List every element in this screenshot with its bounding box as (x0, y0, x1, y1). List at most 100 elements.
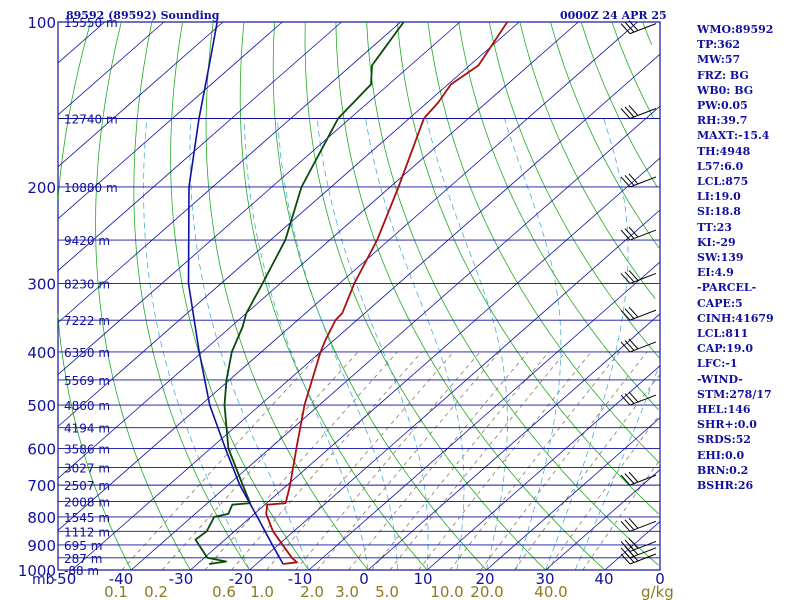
wind-barb-flag (624, 175, 635, 186)
wind-barb-staff (629, 341, 657, 353)
index-item: EHI:0.0 (697, 448, 745, 462)
wind-barb-flag (624, 552, 635, 563)
index-item: SRDS:52 (697, 433, 751, 447)
isotherm-line (57, 21, 342, 272)
index-item: WMO:89592 (697, 23, 774, 36)
index-item: TT:23 (697, 220, 732, 234)
height-label: 287 m (64, 552, 102, 566)
isotherm-line (57, 21, 105, 64)
index-item: CAP:19.0 (697, 342, 754, 356)
temperature-tick-label: -50 (52, 570, 77, 588)
mixing-ratio-tick-label: 1.0 (250, 583, 274, 600)
pressure-tick-label: 400 (27, 344, 56, 362)
mixing-ratio-tick-label: 3.0 (335, 583, 359, 600)
index-item: L57:6.0 (697, 159, 744, 173)
wind-barb-flag (628, 471, 639, 483)
wind-barb-flag (624, 228, 635, 239)
isotherm-line (57, 21, 579, 479)
index-item: MAXT:-15.4 (697, 129, 770, 143)
temperature-axis-unit: mb (32, 572, 55, 588)
wind-barb-flag (628, 105, 639, 116)
wind-barb-flag (624, 21, 635, 33)
temperature-tick-label: -40 (109, 570, 134, 588)
wind-barb-flag (620, 273, 631, 284)
index-item: SI:18.8 (697, 205, 741, 219)
index-item: WB0: BG (697, 83, 754, 97)
sounding-traces (187, 21, 509, 565)
index-item: FRZ: BG (697, 68, 749, 82)
wind-barb-staff (629, 272, 657, 284)
index-item: LFC:-1 (697, 357, 738, 371)
isotherm-line (130, 105, 661, 571)
height-label: 1112 m (64, 525, 110, 539)
height-label: 12740 m (64, 112, 118, 126)
height-label: 15550 m (64, 16, 118, 30)
wind-barbs (620, 20, 657, 565)
index-item: KI:-29 (697, 235, 736, 249)
isotherm-line (545, 469, 661, 571)
wind-barb-flag (620, 520, 631, 532)
index-item: HEL:146 (697, 403, 751, 417)
height-label: 5569 m (64, 374, 110, 388)
dry-adiabat (550, 21, 661, 250)
index-item: PW:0.05 (697, 99, 748, 113)
moist-adiabat (316, 118, 429, 571)
wind-barb-flag (620, 474, 631, 486)
isotherm-line (57, 21, 461, 375)
wind-barb-flag (628, 544, 639, 556)
index-item: MW:57 (697, 53, 741, 67)
wind-barb-flag (628, 338, 639, 350)
mixing-ratio-tick-label: 0.6 (212, 583, 236, 600)
mixing-ratio-tick-label: 20.0 (470, 583, 503, 600)
plot-border (57, 21, 661, 571)
isotherm-line (57, 21, 283, 220)
index-item: SW:139 (697, 251, 744, 265)
dry-adiabat (519, 21, 656, 300)
index-item: RH:39.7 (697, 114, 748, 128)
wind-barb-flag (620, 108, 631, 119)
isotherm-line (57, 21, 165, 116)
wind-barb-staff (629, 520, 657, 532)
wind-barb-flag (624, 271, 635, 283)
moist-adiabat (545, 118, 629, 571)
wind-barb-flag (628, 550, 639, 562)
index-item: LCL:811 (697, 327, 749, 341)
height-label: 695 m (64, 539, 102, 553)
temperature-line (265, 21, 509, 565)
wind-barb-staff (629, 176, 657, 188)
mixing-ratio-tick-label: 40.0 (534, 583, 567, 600)
mixing-ratio-tick-label: 2.0 (300, 583, 324, 600)
indices-panel: WMO:89592 TP:362 MW:57 FRZ: BG WB0: BG PW:0.0… (697, 22, 797, 493)
wind-barb-flag (620, 229, 631, 241)
temperature-tick-label: -20 (229, 570, 254, 588)
index-item: EI:4.9 (697, 266, 734, 280)
wind-barb-flag (628, 391, 639, 403)
wind-barb-staff (629, 553, 657, 565)
mixing-ratio-axis-unit: g/kg (641, 583, 674, 600)
moist-adiabat (277, 118, 398, 570)
mixing-ratio-tick-label: 0.2 (144, 583, 168, 600)
isotherm-line (249, 209, 661, 571)
temperature-tick-label: -30 (169, 570, 194, 588)
dry-adiabat (458, 21, 659, 410)
wind-barb-staff (629, 229, 657, 241)
isotherm-line (57, 21, 520, 427)
moist-adiabat (426, 118, 508, 571)
moist-adiabat (574, 363, 661, 571)
index-item: LI:19.0 (697, 190, 741, 204)
chart-title: 89592 (89592) Sounding (66, 9, 220, 22)
dry-adiabat (642, 21, 652, 45)
index-item: SHR+:0.0 (697, 418, 757, 432)
wind-barb-staff (629, 474, 657, 486)
isotherm-line (57, 21, 224, 168)
pressure-tick-label: 600 (27, 440, 56, 458)
index-item: CAPE:5 (697, 296, 743, 310)
mixing-ratio-tick-label: 10.0 (430, 583, 463, 600)
wind-barb-staff (629, 309, 657, 321)
height-label: 4860 m (64, 399, 110, 413)
pressure-tick-label: 100 (27, 14, 56, 32)
isotherm-line (367, 313, 661, 571)
wind-barb-staff (629, 23, 657, 35)
wind-barb-flag (624, 106, 635, 118)
